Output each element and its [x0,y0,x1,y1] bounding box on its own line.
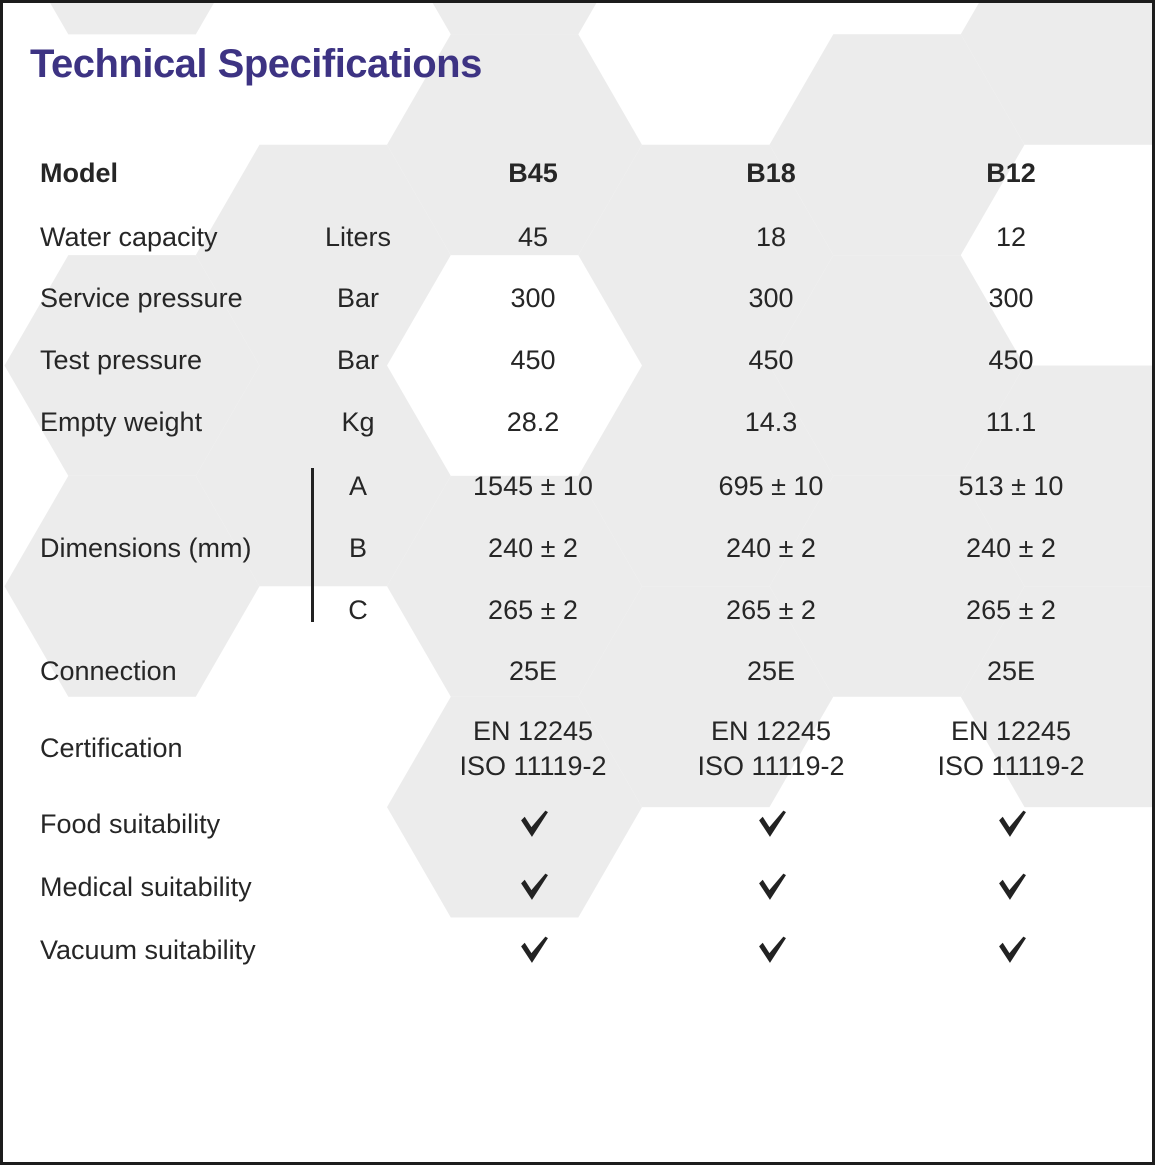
value-connection-b18: 25E [746,656,796,686]
row-label-food-suitability: Food suitability [40,809,221,839]
unit-test-pressure: Bar [336,345,380,375]
value-water-capacity-b18: 18 [755,222,787,252]
value-test-pressure-b45: 450 [510,345,556,375]
value-water-capacity-b12: 12 [995,222,1027,252]
value-certification-b18: EN 12245 ISO 11119-2 [641,714,901,784]
cert-line-1: EN 12245 [950,716,1072,746]
value-dim-a-b45: 1545 ± 10 [473,471,593,501]
checkmark-icon [881,871,1141,903]
value-dim-a-b18: 695 ± 10 [718,471,824,501]
checkmark-icon [641,871,901,903]
row-label-vacuum-suitability: Vacuum suitability [40,935,256,965]
value-dim-c-b18: 265 ± 2 [726,595,816,625]
row-label-empty-weight: Empty weight [40,407,203,437]
checkmark-icon [881,808,1141,840]
value-test-pressure-b18: 450 [748,345,794,375]
page-title: Technical Specifications [30,42,482,86]
row-label-connection: Connection [40,656,177,686]
column-header-model: Model [40,158,118,188]
value-certification-b12: EN 12245 ISO 11119-2 [881,714,1141,784]
dimension-key-c: C [348,595,368,625]
value-water-capacity-b45: 45 [517,222,549,252]
cert-line-2: ISO 11119-2 [459,751,607,781]
value-empty-weight-b45: 28.2 [506,407,560,437]
unit-water-capacity: Liters [324,222,392,252]
checkmark-icon [403,934,663,966]
unit-service-pressure: Bar [336,283,380,313]
value-test-pressure-b12: 450 [988,345,1034,375]
cert-line-1: EN 12245 [710,716,832,746]
row-label-certification: Certification [40,733,183,763]
dimension-key-a: A [348,471,367,501]
dimensions-divider-line [311,468,314,622]
checkmark-icon [641,808,901,840]
cert-line-2: ISO 11119-2 [937,751,1085,781]
value-empty-weight-b12: 11.1 [985,407,1037,437]
value-dim-c-b45: 265 ± 2 [488,595,578,625]
value-dim-a-b12: 513 ± 10 [958,471,1064,501]
row-label-water-capacity: Water capacity [40,222,218,252]
value-dim-b-b12: 240 ± 2 [966,533,1056,563]
column-header-b12: B12 [986,158,1036,188]
row-label-service-pressure: Service pressure [40,283,243,313]
checkmark-icon [641,934,901,966]
row-label-test-pressure: Test pressure [40,345,203,375]
value-service-pressure-b12: 300 [988,283,1034,313]
cert-line-2: ISO 11119-2 [697,751,845,781]
value-connection-b45: 25E [508,656,558,686]
row-label-medical-suitability: Medical suitability [40,872,252,902]
unit-empty-weight: Kg [341,407,375,437]
checkmark-icon [403,871,663,903]
column-header-b45: B45 [508,158,558,188]
column-header-b18: B18 [746,158,796,188]
value-service-pressure-b18: 300 [748,283,794,313]
value-empty-weight-b18: 14.3 [744,407,798,437]
value-dim-c-b12: 265 ± 2 [966,595,1056,625]
checkmark-icon [403,808,663,840]
value-connection-b12: 25E [986,656,1036,686]
checkmark-icon [881,934,1141,966]
value-dim-b-b18: 240 ± 2 [726,533,816,563]
row-label-dimensions: Dimensions (mm) [40,533,252,563]
dimension-key-b: B [348,533,367,563]
value-dim-b-b45: 240 ± 2 [488,533,578,563]
value-certification-b45: EN 12245 ISO 11119-2 [403,714,663,784]
cert-line-1: EN 12245 [472,716,594,746]
value-service-pressure-b45: 300 [510,283,556,313]
